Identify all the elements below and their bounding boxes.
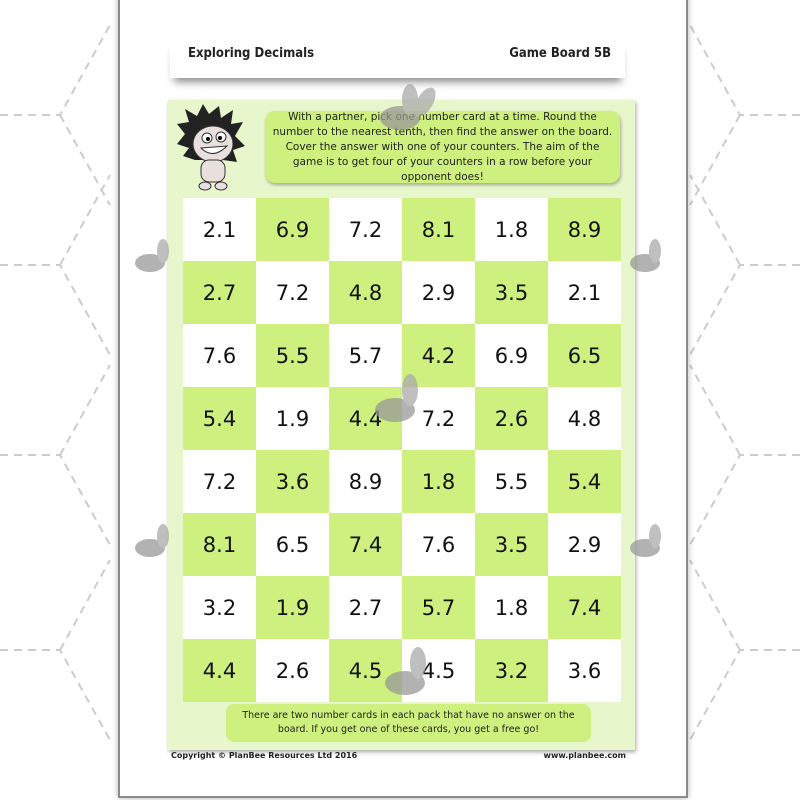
board-cell[interactable]: 7.4 (548, 576, 621, 639)
board-cell[interactable]: 2.7 (183, 261, 256, 324)
instructions-box: With a partner, pick one number card at … (265, 111, 620, 183)
board-cell[interactable]: 5.5 (256, 324, 329, 387)
board-cell[interactable]: 1.9 (256, 387, 329, 450)
board-cell[interactable]: 2.1 (183, 198, 256, 261)
board-cell[interactable]: 2.6 (475, 387, 548, 450)
board-cell[interactable]: 4.2 (402, 324, 475, 387)
board-cell[interactable]: 2.6 (256, 639, 329, 702)
board-cell[interactable]: 2.1 (548, 261, 621, 324)
board-cell[interactable]: 5.7 (402, 576, 475, 639)
board-cell[interactable]: 5.4 (183, 387, 256, 450)
free-go-note: There are two number cards in each pack … (226, 704, 591, 742)
board-cell[interactable]: 7.6 (402, 513, 475, 576)
board-cell[interactable]: 8.9 (329, 450, 402, 513)
board-cell[interactable]: 2.9 (402, 261, 475, 324)
board-cell[interactable]: 2.9 (548, 513, 621, 576)
board-cell[interactable]: 5.4 (548, 450, 621, 513)
board-cell[interactable]: 8.9 (548, 198, 621, 261)
board-cell[interactable]: 1.9 (256, 576, 329, 639)
bee-watermark-icon (380, 84, 436, 130)
copyright-text: Copyright © PlanBee Resources Ltd 2016 (171, 751, 358, 760)
game-board: 2.1 6.9 7.2 8.1 1.8 8.9 2.7 7.2 4.8 2.9 3.5 2.1 7.6 5… (183, 198, 621, 702)
board-cell[interactable]: 7.4 (329, 513, 402, 576)
board-cell[interactable]: 6.9 (256, 198, 329, 261)
hedgehog-mascot-icon (177, 104, 245, 191)
bee-watermark-icon (385, 647, 426, 695)
board-cell[interactable]: 3.6 (548, 639, 621, 702)
website-text: www.planbee.com (543, 751, 626, 760)
worksheet-header: Exploring Decimals Game Board 5B (170, 40, 625, 78)
worksheet-title: Exploring Decimals (188, 46, 315, 61)
board-cell[interactable]: 1.8 (402, 450, 475, 513)
board-cell[interactable]: 7.2 (183, 450, 256, 513)
board-cell[interactable]: 3.2 (183, 576, 256, 639)
board-cell[interactable]: 5.7 (329, 324, 402, 387)
board-cell[interactable]: 6.9 (475, 324, 548, 387)
board-cell[interactable]: 4.4 (183, 639, 256, 702)
board-cell[interactable]: 8.1 (402, 198, 475, 261)
board-cell[interactable]: 3.5 (475, 261, 548, 324)
board-cell[interactable]: 5.5 (475, 450, 548, 513)
bee-watermark-icon (630, 524, 661, 557)
board-cell[interactable]: 3.2 (475, 639, 548, 702)
board-cell[interactable]: 7.6 (183, 324, 256, 387)
board-cell[interactable]: 4.8 (329, 261, 402, 324)
board-cell[interactable]: 3.6 (256, 450, 329, 513)
board-label: Game Board 5B (509, 46, 611, 61)
board-cell[interactable]: 3.5 (475, 513, 548, 576)
board-cell[interactable]: 8.1 (183, 513, 256, 576)
board-cell[interactable]: 4.5 (329, 639, 402, 702)
board-cell[interactable]: 1.8 (475, 198, 548, 261)
board-cell[interactable]: 7.2 (329, 198, 402, 261)
board-cell[interactable]: 4.8 (548, 387, 621, 450)
bee-watermark-icon (375, 374, 418, 422)
board-cell[interactable]: 1.8 (475, 576, 548, 639)
bee-watermark-icon (135, 524, 169, 557)
board-cell[interactable]: 6.5 (256, 513, 329, 576)
bee-watermark-icon (630, 239, 661, 272)
board-cell[interactable]: 2.7 (329, 576, 402, 639)
board-cell[interactable]: 7.2 (256, 261, 329, 324)
bee-watermark-icon (135, 239, 169, 272)
board-cell[interactable]: 6.5 (548, 324, 621, 387)
